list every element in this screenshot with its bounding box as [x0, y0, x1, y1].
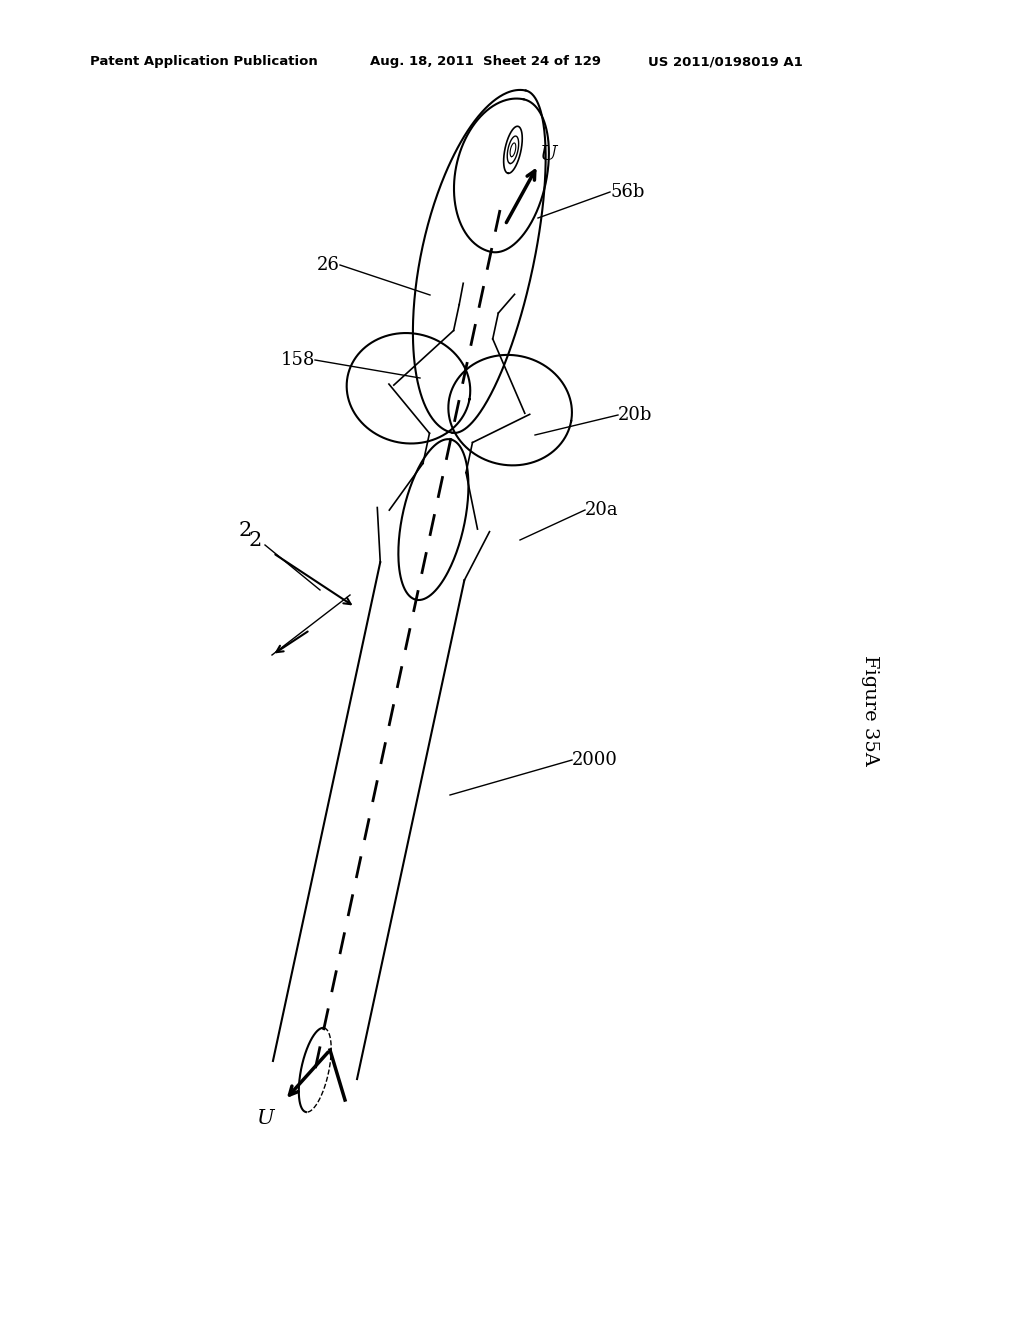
- Text: 26: 26: [317, 256, 340, 275]
- Text: Aug. 18, 2011  Sheet 24 of 129: Aug. 18, 2011 Sheet 24 of 129: [370, 55, 601, 69]
- Text: 20a: 20a: [585, 502, 618, 519]
- Text: 158: 158: [281, 351, 315, 370]
- Text: Patent Application Publication: Patent Application Publication: [90, 55, 317, 69]
- Text: 56b: 56b: [610, 183, 644, 201]
- Text: 2000: 2000: [572, 751, 617, 770]
- Text: Figure 35A: Figure 35A: [861, 655, 879, 766]
- Text: U: U: [256, 1109, 273, 1127]
- Text: 2: 2: [239, 520, 252, 540]
- Text: 2: 2: [249, 531, 261, 549]
- Text: U: U: [540, 145, 557, 165]
- Text: US 2011/0198019 A1: US 2011/0198019 A1: [648, 55, 803, 69]
- Text: 20b: 20b: [618, 407, 652, 424]
